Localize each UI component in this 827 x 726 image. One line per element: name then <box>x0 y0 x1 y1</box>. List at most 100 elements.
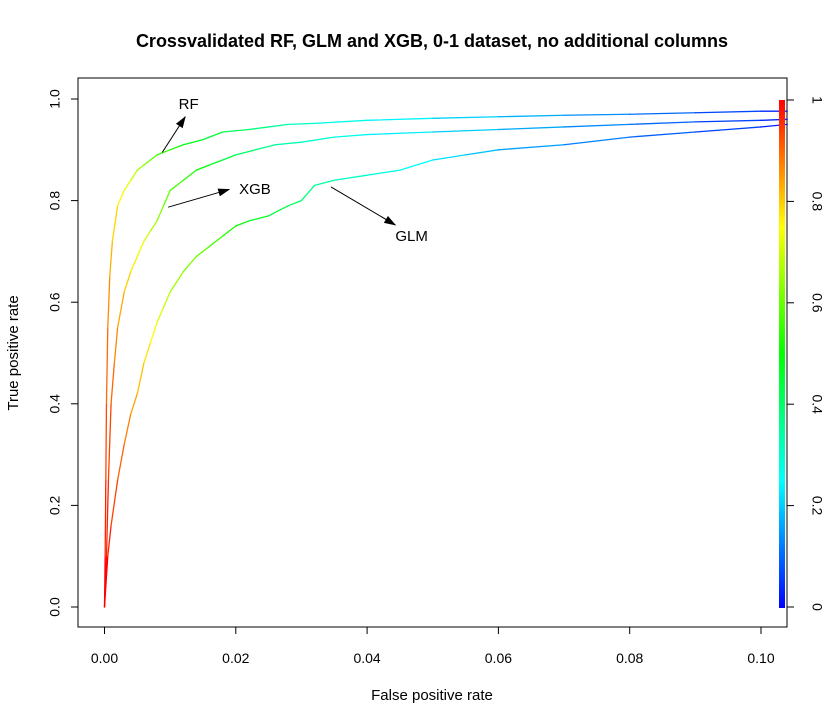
series-segment <box>366 117 434 121</box>
series-segment <box>169 271 184 293</box>
x-axis-label: False positive rate <box>371 687 493 704</box>
series-segment <box>110 479 119 527</box>
series-segment <box>182 255 198 273</box>
series-segment <box>222 154 237 161</box>
series-segment <box>110 362 115 405</box>
series-segment <box>195 245 211 258</box>
series-segment <box>333 133 368 138</box>
series-segment <box>254 144 276 151</box>
series-segment <box>123 271 132 293</box>
series-segment <box>105 479 110 557</box>
x-axis: 0.00 0.02 0.04 0.06 0.08 0.10 <box>91 627 775 666</box>
series-segment <box>274 141 303 146</box>
x-tick-label: 0.04 <box>353 650 380 666</box>
series-segment <box>432 128 500 133</box>
series-segment <box>136 240 145 258</box>
series-segment <box>464 149 500 156</box>
series-segment <box>497 126 565 131</box>
series-segment <box>103 555 109 608</box>
series-segment <box>149 220 158 232</box>
annotation-arrow <box>168 188 231 208</box>
colorbar-tick-label: 0 <box>809 603 825 611</box>
series-segment <box>105 326 109 405</box>
series-segment <box>136 362 145 395</box>
series-segment <box>432 154 467 161</box>
series-segment <box>563 136 631 146</box>
colorbar-tick-label: 0.6 <box>809 293 825 313</box>
series-segment <box>222 225 237 237</box>
series-segment <box>366 131 434 136</box>
series-segment <box>143 159 152 166</box>
x-tick-label: 0.06 <box>485 650 512 666</box>
series-rf <box>103 110 788 608</box>
series-segment <box>313 119 368 125</box>
plot-frame <box>77 77 788 628</box>
annotation-label: GLM <box>395 228 428 245</box>
series-segment <box>182 169 198 181</box>
y-tick-label: 0.6 <box>47 292 63 312</box>
series-segment <box>208 235 224 247</box>
colorbar-tick-label: 0.2 <box>809 496 825 516</box>
series-segment <box>497 114 565 118</box>
series-segment <box>116 443 125 481</box>
y-tick-label: 0.4 <box>47 394 63 414</box>
annotations: RF XGB GLM <box>161 96 428 245</box>
series-segment <box>563 113 631 116</box>
annotation-label: RF <box>179 96 199 113</box>
series-segment <box>130 392 138 415</box>
series-segment <box>629 112 696 115</box>
series-segment <box>109 240 114 278</box>
series-segment <box>287 199 303 207</box>
x-tick-label: 0.08 <box>616 650 643 666</box>
series-segment <box>123 179 132 192</box>
series-segment <box>267 205 289 217</box>
series-segment <box>313 179 335 187</box>
series-segment <box>235 149 257 156</box>
series-segment <box>208 159 224 166</box>
series-segment <box>116 291 125 329</box>
series-segment <box>563 123 631 128</box>
y-axis-label: True positive rate <box>5 295 22 410</box>
colorbar <box>779 100 785 608</box>
series-segment <box>287 122 316 126</box>
series-segment <box>182 138 204 146</box>
annotation-label: XGB <box>239 181 271 198</box>
series-segment <box>248 215 270 222</box>
series-segment <box>333 174 368 181</box>
series-segment <box>156 306 165 324</box>
annotation-arrow <box>161 115 186 153</box>
series-xgb <box>103 118 788 608</box>
series-segment <box>629 131 696 138</box>
series-segment <box>195 164 211 171</box>
colorbar-tick-label: 0.4 <box>809 394 825 414</box>
series-layer <box>103 110 788 608</box>
x-tick-label: 0.02 <box>222 650 249 666</box>
series-segment <box>497 144 565 151</box>
colorbar-strip <box>779 100 785 608</box>
series-segment <box>130 169 138 181</box>
y-tick-label: 1.0 <box>47 89 63 109</box>
series-segment <box>399 159 434 171</box>
y-tick-label: 0.2 <box>47 495 63 515</box>
series-segment <box>107 403 112 481</box>
series-segment <box>366 169 401 176</box>
series-segment <box>169 179 184 192</box>
series-segment <box>169 144 184 151</box>
series-segment <box>202 131 224 141</box>
series-glm <box>103 123 788 608</box>
series-segment <box>248 126 270 131</box>
series-segment <box>162 291 171 308</box>
series-segment <box>694 110 762 114</box>
series-segment <box>694 119 762 123</box>
series-segment <box>116 189 125 207</box>
x-tick-label: 0.10 <box>747 650 774 666</box>
series-segment <box>143 342 152 364</box>
chart-title: Crossvalidated RF, GLM and XGB, 0-1 data… <box>136 31 728 51</box>
series-segment <box>104 479 107 557</box>
series-segment <box>149 154 158 161</box>
series-segment <box>300 136 335 143</box>
annotation-arrow <box>330 186 397 226</box>
series-segment <box>235 220 250 227</box>
series-segment <box>222 128 250 133</box>
